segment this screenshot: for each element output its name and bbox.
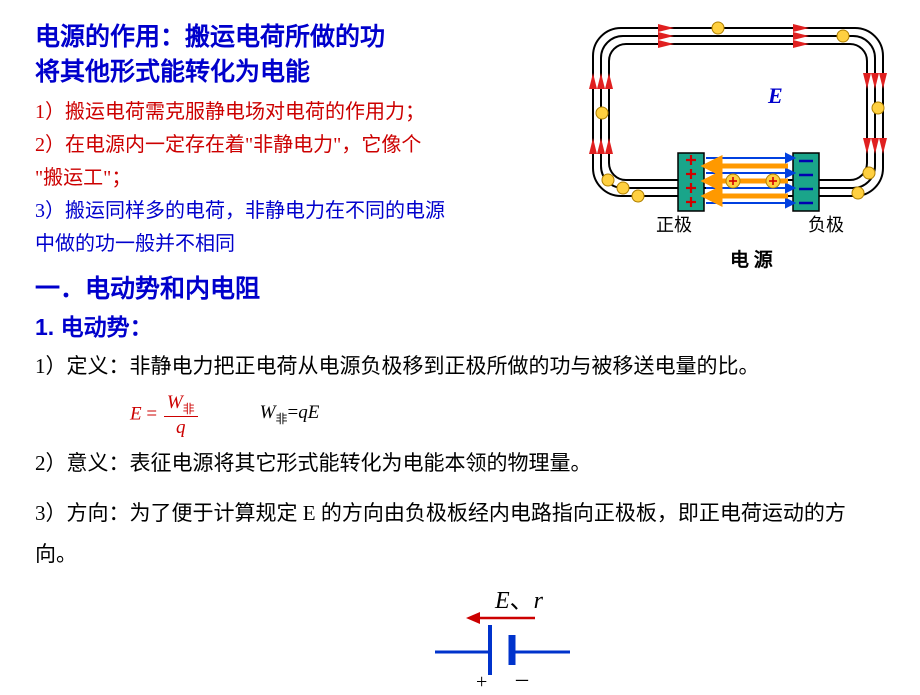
circuit-diagram: E: [578, 18, 898, 268]
svg-text:电 源: 电 源: [730, 248, 773, 271]
field-label-E: E: [767, 83, 783, 108]
definition-text: 1）定义：非静电力把正电荷从电源负极移到正极所做的功与被移送电量的比。: [35, 346, 885, 387]
svg-text:+: +: [476, 671, 487, 690]
svg-text:–: –: [515, 666, 529, 690]
formula-row: E = W非 q W非=qE: [130, 393, 885, 437]
sub-heading-1: 1. 电动势：: [35, 309, 885, 346]
direction-text: 3）方向：为了便于计算规定 E 的方向由负极板经内电路指向正极板，即正电荷运动的…: [35, 493, 885, 575]
svg-text:负极: 负极: [808, 215, 844, 235]
formula-work: W非=qE: [260, 402, 320, 427]
formula-emf: E = W非 q: [130, 393, 200, 437]
svg-text:E、r: E、r: [494, 590, 544, 614]
meaning-text: 2）意义：表征电源将其它形式能转化为电能本领的物理量。: [35, 443, 885, 484]
cell-symbol: E、r + –: [420, 590, 580, 680]
svg-text:正极: 正极: [656, 215, 692, 235]
